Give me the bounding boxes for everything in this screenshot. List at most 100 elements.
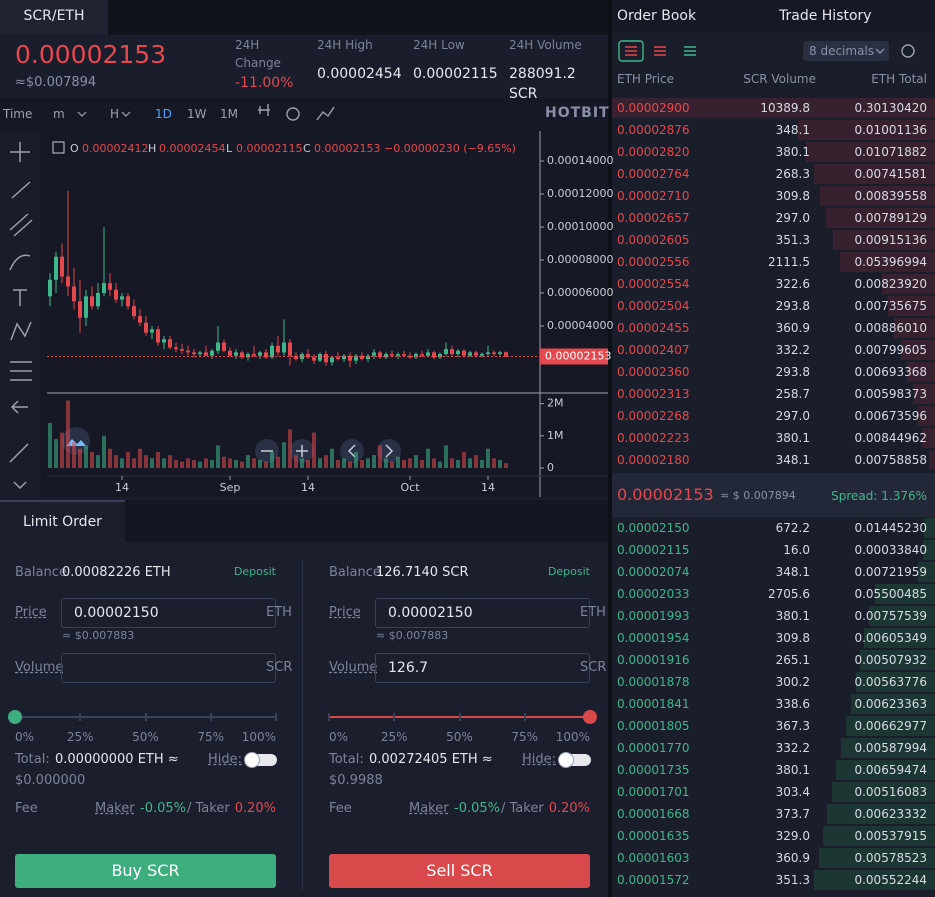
depth-bar (888, 296, 935, 316)
volume-input[interactable] (61, 653, 276, 683)
row-price[interactable]: 0.00001954 (617, 631, 690, 645)
depth-bar (917, 406, 935, 426)
orderbook-settings[interactable] (901, 44, 915, 58)
brush-icon[interactable] (9, 254, 31, 271)
collapse-icon[interactable] (13, 481, 27, 490)
row-price[interactable]: 0.00002764 (617, 167, 690, 181)
row-price[interactable]: 0.00002900 (617, 101, 690, 115)
candle-body (456, 350, 460, 355)
line-icon[interactable] (11, 181, 31, 199)
candle-body (312, 357, 316, 361)
row-price[interactable]: 0.00002150 (617, 521, 690, 535)
candle-body (330, 357, 334, 363)
row-price[interactable]: 0.00002710 (617, 189, 690, 203)
row-price[interactable]: 0.00001635 (617, 829, 690, 843)
toolbar-item[interactable]: 1W (187, 107, 207, 121)
row-price[interactable]: 0.00001735 (617, 763, 690, 777)
row-price[interactable]: 0.00001701 (617, 785, 690, 799)
row-price[interactable]: 0.00002556 (617, 255, 690, 269)
row-price[interactable]: 0.00002504 (617, 299, 690, 313)
settings-icon[interactable] (286, 107, 300, 121)
deposit-link[interactable]: Deposit (547, 565, 590, 578)
buy-button-label[interactable]: Buy SCR (111, 861, 180, 880)
candle-body (162, 339, 166, 343)
toolbar-item[interactable]: H (110, 107, 120, 121)
price-input[interactable] (375, 598, 590, 628)
ruler-icon[interactable] (9, 443, 29, 463)
row-volume: 293.8 (775, 299, 810, 313)
slider-stop (523, 713, 526, 721)
fee-label[interactable]: Fee (329, 801, 352, 816)
decimals-label[interactable]: 8 decimals (809, 44, 875, 58)
slider-knob[interactable] (8, 710, 22, 724)
row-price[interactable]: 0.00001993 (617, 609, 690, 623)
row-volume: 258.7 (775, 387, 810, 401)
fee-label[interactable]: Fee (15, 801, 38, 816)
volume-bar (102, 435, 106, 468)
row-price[interactable]: 0.00002455 (617, 321, 690, 335)
row-price[interactable]: 0.00001841 (617, 697, 690, 711)
pattern-icon[interactable] (10, 321, 32, 341)
indicator-icon[interactable] (316, 106, 335, 121)
row-price[interactable]: 0.00002033 (617, 587, 690, 601)
toolbar-item[interactable]: 1M (220, 107, 238, 121)
orderbook-tab[interactable]: Order Book (617, 8, 697, 24)
row-price[interactable]: 0.00001603 (617, 851, 690, 865)
row-price[interactable]: 0.00001916 (617, 653, 690, 667)
deposit-link[interactable]: Deposit (233, 565, 276, 578)
toolbar-item[interactable]: 1D (155, 107, 172, 121)
row-price[interactable]: 0.00002268 (617, 409, 690, 423)
text-icon[interactable] (13, 289, 27, 306)
candle-style-icon[interactable] (258, 104, 270, 116)
row-price[interactable]: 0.00002820 (617, 145, 690, 159)
decimals-select[interactable] (803, 41, 889, 61)
channel-icon[interactable] (9, 213, 33, 237)
row-price[interactable]: 0.00001668 (617, 807, 690, 821)
sell-button[interactable] (329, 854, 590, 888)
row-price[interactable]: 0.00002605 (617, 233, 690, 247)
x-tick-label: 14 (301, 481, 315, 494)
volume-bar (138, 448, 142, 468)
slider-knob[interactable] (583, 710, 597, 724)
row-price[interactable]: 0.00002313 (617, 387, 690, 401)
volume-bar (384, 458, 388, 468)
row-price[interactable]: 0.00002360 (617, 365, 690, 379)
fib-icon[interactable] (10, 361, 32, 381)
row-price[interactable]: 0.00002554 (617, 277, 690, 291)
row-price[interactable]: 0.00002407 (617, 343, 690, 357)
pair-tab[interactable] (0, 0, 108, 35)
toolbar-item[interactable]: m (53, 107, 65, 121)
buy-button[interactable] (15, 854, 276, 888)
row-price[interactable]: 0.00002115 (617, 543, 690, 557)
row-price[interactable]: 0.00001878 (617, 675, 690, 689)
slider-mark: 25% (380, 730, 408, 744)
row-price[interactable]: 0.00002876 (617, 123, 690, 137)
view-bids[interactable] (684, 46, 696, 56)
row-price[interactable]: 0.00002657 (617, 211, 690, 225)
row-price[interactable]: 0.00001805 (617, 719, 690, 733)
volume-bar (276, 456, 280, 468)
pair-tab-label[interactable]: SCR/ETH (23, 8, 85, 24)
row-price[interactable]: 0.00001770 (617, 741, 690, 755)
volume-input[interactable] (375, 653, 590, 683)
logo-glyph (66, 439, 86, 446)
candle-body (504, 352, 508, 357)
row-price[interactable]: 0.00002223 (617, 431, 690, 445)
limit-tab[interactable] (0, 500, 125, 542)
row-price[interactable]: 0.00002180 (617, 453, 690, 467)
crosshair-icon[interactable] (10, 142, 30, 162)
row-price[interactable]: 0.00001572 (617, 873, 690, 887)
view-both[interactable] (618, 40, 644, 62)
limit-order-tab[interactable]: Limit Order (23, 514, 102, 530)
volume-bar (210, 459, 214, 468)
trade-history-tab[interactable]: Trade History (779, 8, 872, 24)
scroll-right[interactable] (377, 439, 401, 463)
depth-bar (855, 672, 935, 692)
view-asks[interactable] (654, 46, 666, 56)
toolbar-item[interactable]: Time (3, 107, 33, 121)
mid-price: 0.00002153 (617, 485, 714, 504)
price-input[interactable] (61, 598, 276, 628)
sell-button-label[interactable]: Sell SCR (426, 861, 493, 880)
back-icon[interactable] (10, 400, 28, 414)
row-price[interactable]: 0.00002074 (617, 565, 690, 579)
